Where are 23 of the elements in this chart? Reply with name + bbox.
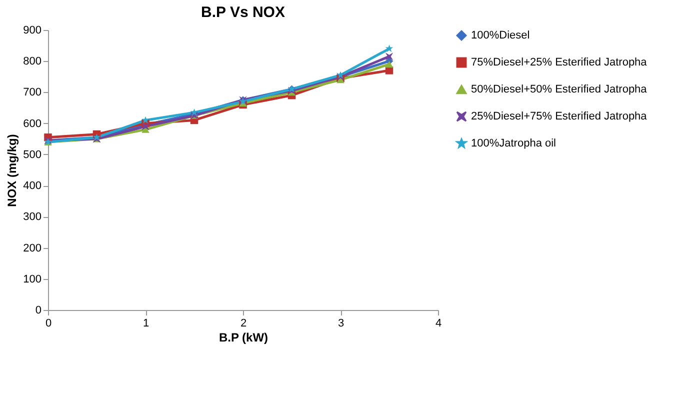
x-tick-label: 2 [240, 318, 247, 330]
legend-label: 75%Diesel+25% Esterified Jatropha [471, 56, 648, 68]
legend-label: 100%Jatropha oil [471, 138, 556, 150]
x-axis-title: B.P (kW) [218, 330, 268, 344]
chart-title: B.P Vs NOX [201, 4, 285, 21]
legend-label: 100%Diesel [471, 30, 530, 42]
y-tick-label: 0 [35, 304, 42, 316]
y-tick-label: 200 [23, 242, 42, 254]
legend-label: 25%Diesel+75% Esterified Jatropha [471, 110, 648, 122]
y-tick-label: 400 [23, 180, 42, 192]
y-tick-label: 300 [23, 211, 42, 224]
y-tick-label: 700 [23, 86, 42, 99]
y-tick-label: 100 [23, 273, 42, 286]
y-tick-label: 500 [23, 148, 42, 161]
x-tick-label: 3 [338, 318, 344, 330]
x-tick-label: 4 [435, 318, 442, 330]
y-axis-title: NOX (mg/kg) [5, 134, 20, 207]
x-tick-label: 0 [45, 318, 52, 330]
x-tick-label: 1 [142, 318, 150, 330]
y-tick-label: 800 [23, 56, 42, 68]
y-tick-label: 600 [23, 118, 42, 130]
y-tick-label: 900 [23, 24, 42, 36]
legend-label: 50%Diesel+50% Esterified Jatropha [471, 84, 648, 96]
